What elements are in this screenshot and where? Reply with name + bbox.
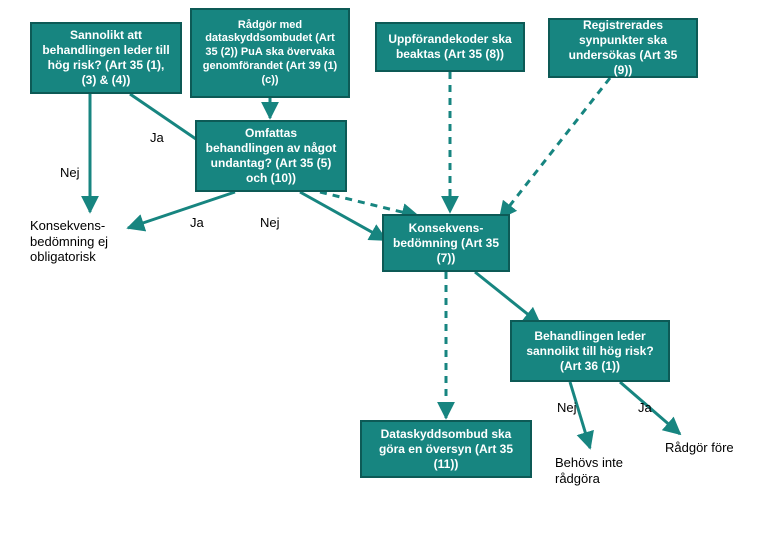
- node-n8: Dataskyddsombud ska göra en översyn (Art…: [360, 420, 532, 478]
- label-l_nej2: Nej: [260, 215, 280, 231]
- node-n3: Uppförandekoder ska beaktas (Art 35 (8)): [375, 22, 525, 72]
- node-n1: Sannolikt att behandlingen leder till hö…: [30, 22, 182, 94]
- label-l_rad: Rådgör före: [665, 440, 734, 456]
- edge: [320, 192, 418, 216]
- flowchart-canvas: Sannolikt att behandlingen leder till hö…: [0, 0, 782, 548]
- edge: [475, 272, 540, 324]
- edge: [128, 192, 235, 228]
- edge: [500, 78, 610, 218]
- edge: [300, 192, 386, 240]
- node-n7: Behandlingen leder sannolikt till hög ri…: [510, 320, 670, 382]
- node-n4: Registrerades synpunkter ska undersökas …: [548, 18, 698, 78]
- label-l_beh: Behövs inte rådgöra: [555, 455, 623, 486]
- node-n5: Omfattas behandlingen av något undantag?…: [195, 120, 347, 192]
- node-n6: Konsekvens-bedömning (Art 35 (7)): [382, 214, 510, 272]
- node-n2: Rådgör med dataskyddsombudet (Art 35 (2)…: [190, 8, 350, 98]
- label-l_ja3: Ja: [638, 400, 652, 416]
- label-l_ja1: Ja: [150, 130, 164, 146]
- label-l_kons: Konsekvens- bedömning ej obligatorisk: [30, 218, 108, 265]
- label-l_nej1: Nej: [60, 165, 80, 181]
- label-l_ja2: Ja: [190, 215, 204, 231]
- label-l_nej3: Nej: [557, 400, 577, 416]
